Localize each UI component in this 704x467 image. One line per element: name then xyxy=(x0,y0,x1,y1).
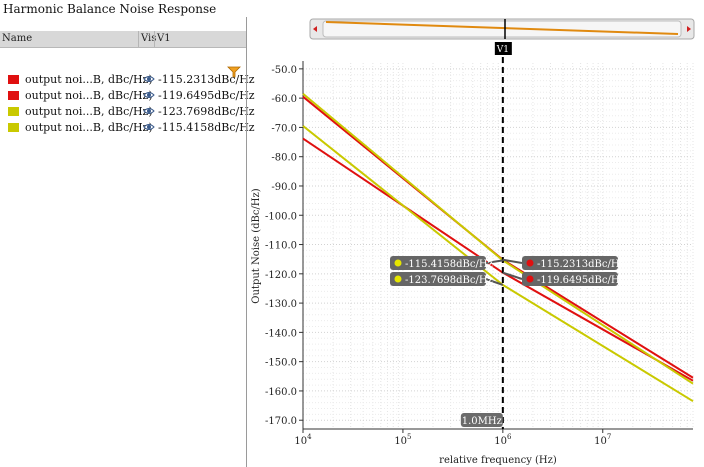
y-tick-label: -160.0 xyxy=(265,387,297,398)
x-tick-label: 106 xyxy=(494,433,512,447)
y-tick-label: -70.0 xyxy=(271,123,297,134)
y-tick-label: -90.0 xyxy=(271,182,297,193)
annotation-dot xyxy=(526,275,534,283)
x-tick-label: 104 xyxy=(294,433,312,447)
overview-scrollbar[interactable] xyxy=(309,18,695,40)
trace-value: -115.2313dBc/Hz xyxy=(158,73,255,86)
y-tick-label: -120.0 xyxy=(265,270,297,281)
annotation-badge[interactable] xyxy=(522,256,618,270)
trace-name: output noi...B, dBc/Hz) xyxy=(25,73,153,86)
annotation-label: -115.2313dBc/Hz xyxy=(537,259,625,270)
trace-value: -115.4158dBc/Hz xyxy=(158,121,255,134)
y-tick-label: -50.0 xyxy=(271,65,297,76)
trace-name: output noi...B, dBc/Hz) xyxy=(25,121,153,134)
trace-row[interactable]: output noi...B, dBc/Hz) -115.2313dBc/Hz xyxy=(0,72,255,89)
window-title: Harmonic Balance Noise Response xyxy=(3,2,217,16)
annotation-leader xyxy=(485,278,504,286)
trace-table: Name Vis V1 output noi...B, dBc/Hz) -115.… xyxy=(0,31,255,467)
panel-divider[interactable] xyxy=(246,17,247,467)
trace-row[interactable]: output noi...B, dBc/Hz) -119.6495dBc/Hz xyxy=(0,88,255,105)
annotation-dot xyxy=(526,259,534,267)
annotation-leader xyxy=(485,259,503,264)
annotation-badge[interactable] xyxy=(522,272,618,286)
trace-row[interactable]: output noi...B, dBc/Hz) -115.4158dBc/Hz xyxy=(0,120,255,137)
trace-row[interactable]: output noi...B, dBc/Hz) -123.7698dBc/Hz xyxy=(0,104,255,121)
annotation-label: -115.4158dBc/Hz xyxy=(405,259,493,270)
trace-value: -119.6495dBc/Hz xyxy=(158,89,255,102)
trace-name: output noi...B, dBc/Hz) xyxy=(25,105,153,118)
y-tick-label: -80.0 xyxy=(271,153,297,164)
marker-x-label: 1.0MHz xyxy=(462,416,502,427)
column-header-name[interactable]: Name xyxy=(2,33,33,44)
annotation-badge[interactable] xyxy=(390,256,486,270)
x-tick-label: 105 xyxy=(394,433,411,447)
y-tick-label: -110.0 xyxy=(265,241,297,252)
trace-name: output noi...B, dBc/Hz) xyxy=(25,89,153,102)
trace-value: -123.7698dBc/Hz xyxy=(158,105,255,118)
filter-icon[interactable] xyxy=(227,63,241,82)
annotation-label: -119.6495dBc/Hz xyxy=(537,275,625,286)
y-tick-label: -130.0 xyxy=(265,299,297,310)
marker-name: V1 xyxy=(496,45,509,55)
y-tick-label: -150.0 xyxy=(265,358,297,369)
marker-tag[interactable] xyxy=(494,42,512,55)
y-tick-label: -60.0 xyxy=(271,94,297,105)
x-tick-label: 107 xyxy=(594,433,611,447)
marker-x-badge xyxy=(460,413,503,427)
trace-list: output noi...B, dBc/Hz) -115.2313dBc/Hz ou… xyxy=(0,72,255,137)
column-header-vis[interactable]: Vis xyxy=(141,33,157,44)
table-header: Name Vis V1 xyxy=(0,31,246,48)
scroll-left-icon xyxy=(313,26,317,32)
y-tick-label: -100.0 xyxy=(265,211,297,222)
eye-icon[interactable] xyxy=(143,88,155,105)
annotation-dot xyxy=(394,275,402,283)
y-tick-label: -170.0 xyxy=(265,416,297,427)
scroll-right-icon xyxy=(687,26,691,32)
annotation-dot xyxy=(394,259,402,267)
annotation-badge[interactable] xyxy=(390,272,486,286)
annotation-leader xyxy=(502,271,523,280)
y-tick-label: -140.0 xyxy=(265,328,297,339)
y-axis-label: Output Noise (dBc/Hz) xyxy=(251,188,262,304)
eye-icon[interactable] xyxy=(143,120,155,137)
column-header-v1[interactable]: V1 xyxy=(157,33,171,44)
trace-color-swatch xyxy=(8,75,19,84)
annotation-label: -123.7698dBc/Hz xyxy=(405,275,493,286)
trace-color-swatch xyxy=(8,91,19,100)
eye-icon[interactable] xyxy=(143,104,155,121)
trace-color-swatch xyxy=(8,123,19,132)
x-axis-label: relative frequency (Hz) xyxy=(439,455,557,466)
eye-icon[interactable] xyxy=(143,72,155,89)
annotation-leader xyxy=(502,258,523,264)
trace-color-swatch xyxy=(8,107,19,116)
